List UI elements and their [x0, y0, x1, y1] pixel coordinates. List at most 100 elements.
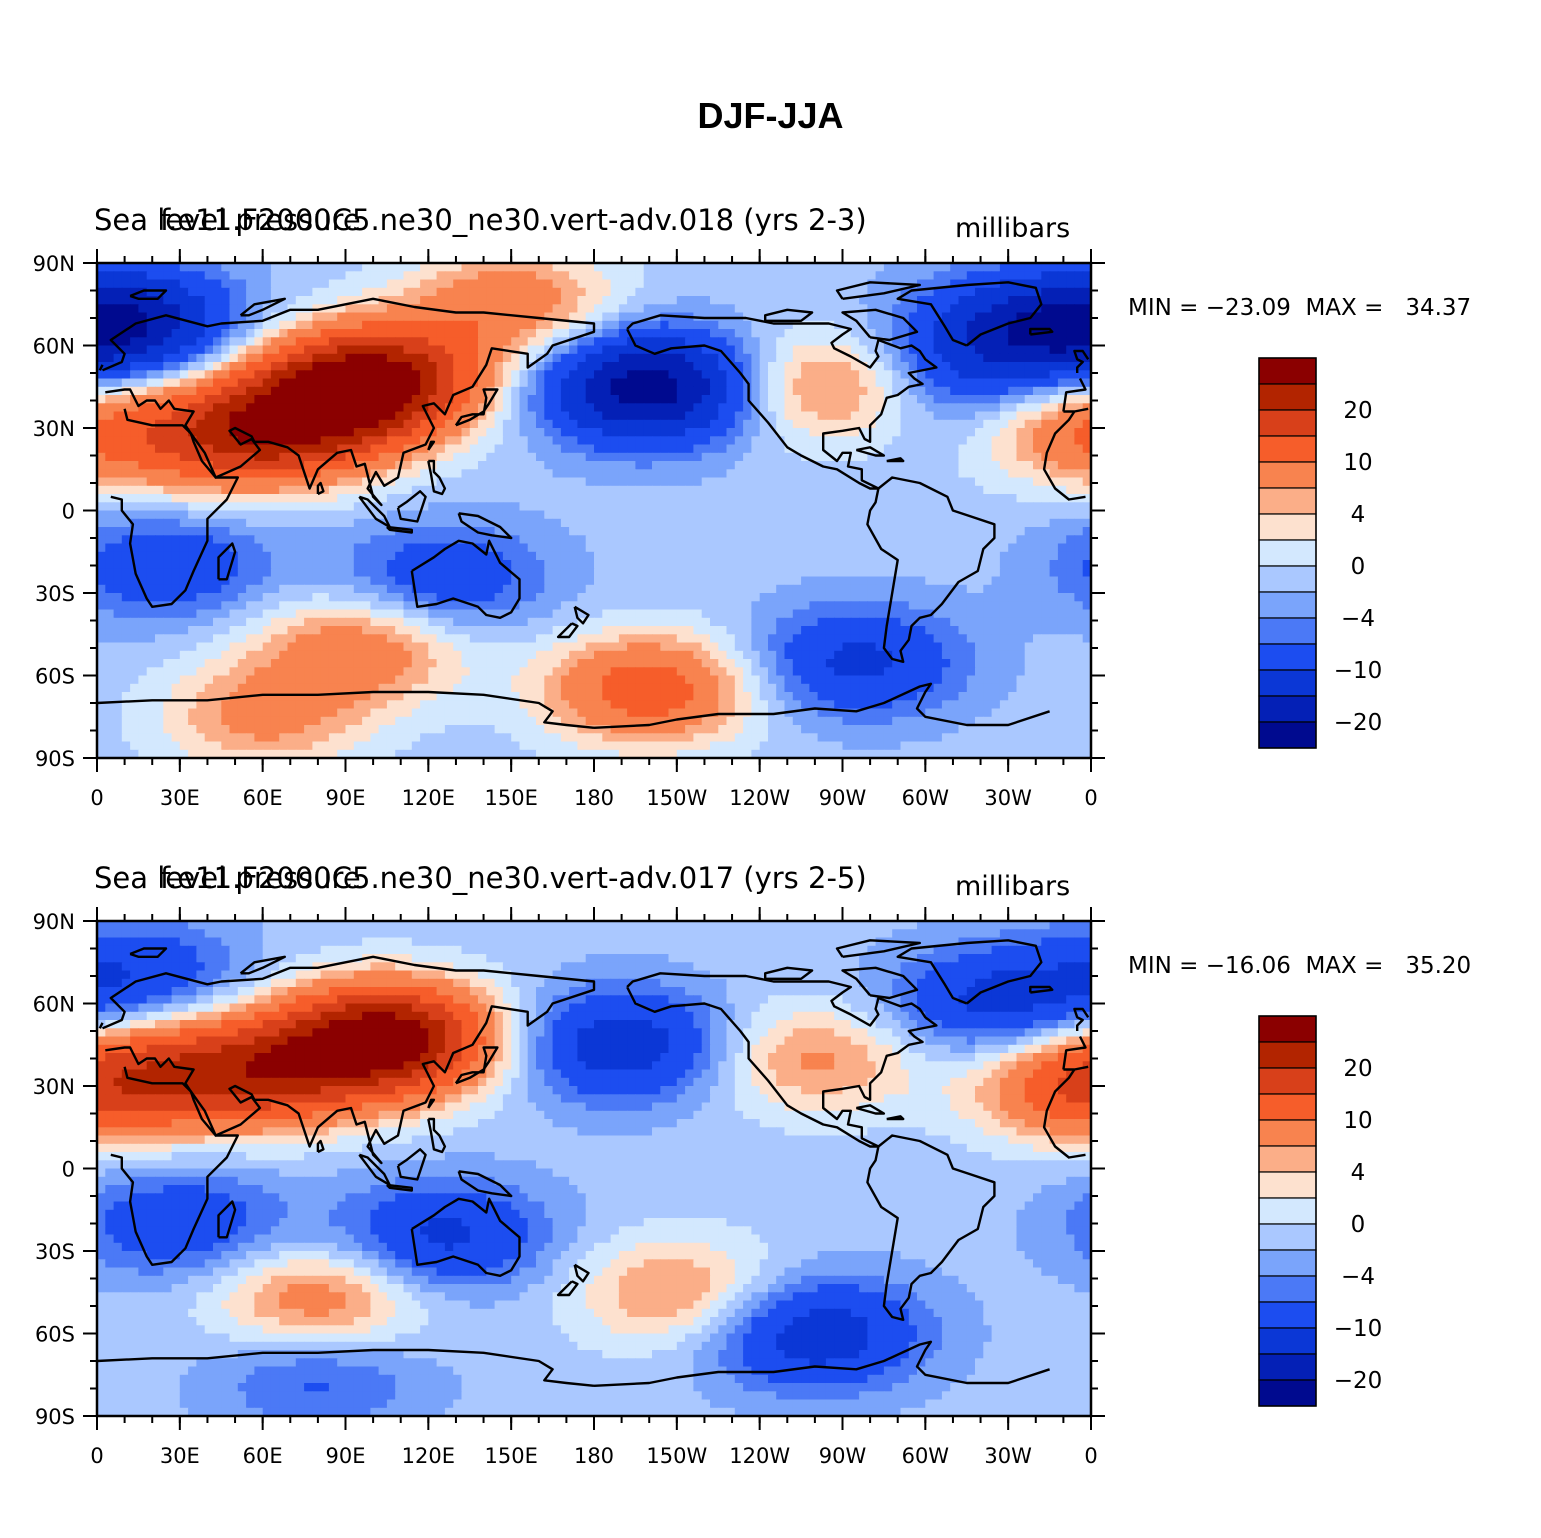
lon-tick-label: 150E: [484, 1444, 537, 1468]
coastline-greenland: [896, 281, 1043, 347]
coastline-iceland: [1029, 327, 1054, 336]
lat-tick-label: 0: [62, 500, 75, 524]
lat-tick-label: 60S: [35, 665, 75, 689]
coastline-victoria: [764, 966, 814, 981]
lon-tick-label: 0: [90, 1444, 103, 1468]
lon-tick-label: 90W: [819, 786, 867, 810]
pressure-field: [97, 921, 1091, 1416]
colorbar-swatch: [1258, 435, 1317, 463]
axis-ticks: [83, 907, 1105, 1430]
coastline-southamerica: [866, 476, 996, 663]
colorbar-swatch: [1258, 1171, 1317, 1199]
lat-tick-label: 60S: [35, 1323, 75, 1347]
coastline-java: [386, 525, 413, 534]
lat-tick-label: 30S: [35, 582, 75, 606]
coastline-ellesmere: [835, 281, 921, 300]
lon-tick-label: 30W: [984, 786, 1032, 810]
coastline-ellesmere: [835, 939, 921, 958]
lon-tick-label: 0: [90, 786, 103, 810]
coastline-africa: [1042, 1068, 1086, 1159]
lon-tick-label: 150W: [646, 786, 707, 810]
lat-tick-label: 90S: [35, 1405, 75, 1429]
map-plot: 90N 60N 30N 0 30S 60S 90S 0 30E 60E 90E 120E 150E 180…: [33, 907, 1383, 1468]
coastline-sumatra: [358, 1153, 391, 1187]
colorbar-label: 10: [1343, 1108, 1372, 1134]
lat-tick-label: 90N: [33, 252, 75, 276]
colorbar-label: −10: [1334, 1316, 1383, 1342]
lon-tick-label: 60W: [902, 1444, 950, 1468]
lon-tick-label: 150W: [646, 1444, 707, 1468]
colorbar-swatch: [1258, 1223, 1317, 1251]
coastline-greenland: [896, 939, 1043, 1005]
colorbar-swatch: [1258, 1197, 1317, 1225]
coastline-java: [386, 1183, 413, 1192]
coastline-eurasia: [1062, 1035, 1087, 1070]
lat-tick-label: 90N: [33, 910, 75, 934]
colorbar-swatch: [1258, 461, 1317, 489]
lon-tick-label: 120E: [402, 1444, 455, 1468]
lon-tick-label: 120W: [729, 1444, 790, 1468]
map-panel-1: Sea level pressure f.e11.F2000C5.ne30_ne…: [0, 195, 1541, 855]
coastline-svalbard: [129, 289, 168, 301]
lon-tick-label: 30E: [160, 786, 200, 810]
colorbar-swatch: [1258, 1327, 1317, 1355]
coastline-greatbritain: [98, 364, 104, 371]
coastline-africa: [110, 408, 240, 608]
colorbar-swatch: [1258, 695, 1317, 723]
coastline-australia: [410, 539, 521, 619]
colorbar-swatch: [1258, 617, 1317, 645]
coastline-greatbritain: [1073, 349, 1090, 373]
coastline-africa: [110, 1066, 240, 1266]
colorbar-swatch: [1258, 1041, 1317, 1069]
coastline-cuba: [855, 446, 886, 457]
coastline-australia: [410, 1197, 521, 1277]
coastline-eurasia: [102, 297, 596, 507]
min-max-label: MIN = −16.06 MAX = 35.20: [1128, 953, 1472, 979]
coastline-newguinea: [457, 1170, 513, 1198]
coastline-novayazemlya: [239, 955, 286, 975]
colorbar-swatch: [1258, 1249, 1317, 1277]
coastline-africa: [1042, 410, 1086, 501]
panel-variable-title: Sea level pressure: [94, 203, 361, 237]
lon-tick-label: 180: [574, 1444, 614, 1468]
colorbar-label: 20: [1343, 1056, 1372, 1082]
colorbar-swatch: [1258, 383, 1317, 411]
colorbar-label: 4: [1351, 502, 1366, 528]
lon-tick-label: 30E: [160, 1444, 200, 1468]
coastline-svalbard: [129, 947, 168, 959]
colorbar-label: 0: [1351, 554, 1366, 580]
coastline-newguinea: [457, 512, 513, 540]
lat-tick-label: 30S: [35, 1240, 75, 1264]
lon-tick-label: 0: [1084, 786, 1097, 810]
colorbar-swatch: [1258, 1379, 1317, 1407]
lat-tick-label: 60N: [33, 335, 75, 359]
coastline-antarctica: [593, 682, 1050, 729]
colorbar-swatch: [1258, 565, 1317, 593]
colorbar-swatch: [1258, 1093, 1317, 1121]
colorbar-swatch: [1258, 539, 1317, 567]
coastline-greatbritain: [1073, 1007, 1090, 1031]
colorbar-swatch: [1258, 643, 1317, 671]
coastline-cuba: [855, 1104, 886, 1115]
colorbar-label: −10: [1334, 658, 1383, 684]
lat-tick-label: 30N: [33, 417, 75, 441]
coastline-srilanka: [316, 481, 325, 496]
lon-tick-label: 90E: [326, 786, 366, 810]
colorbar-label: −4: [1341, 1264, 1375, 1290]
coastline-antarctica: [97, 690, 595, 729]
min-max-label: MIN = −23.09 MAX = 34.37: [1128, 295, 1472, 321]
lon-tick-label: 150E: [484, 786, 537, 810]
panel-units: millibars: [955, 213, 1071, 244]
colorbar-swatch: [1258, 1301, 1317, 1329]
coastline-northamerica: [626, 972, 938, 1148]
coastline-sumatra: [358, 495, 391, 529]
coastline-srilanka: [316, 1139, 325, 1154]
panel-units: millibars: [955, 871, 1071, 902]
panel-variable-title: Sea level pressure: [94, 861, 361, 895]
coastline-borneo: [396, 490, 427, 523]
coastline-philippines: [427, 459, 447, 496]
colorbar-swatch: [1258, 1067, 1317, 1095]
coastline-eurasia: [102, 955, 596, 1165]
coastline-eurasia: [1062, 377, 1087, 412]
lon-tick-label: 180: [574, 786, 614, 810]
